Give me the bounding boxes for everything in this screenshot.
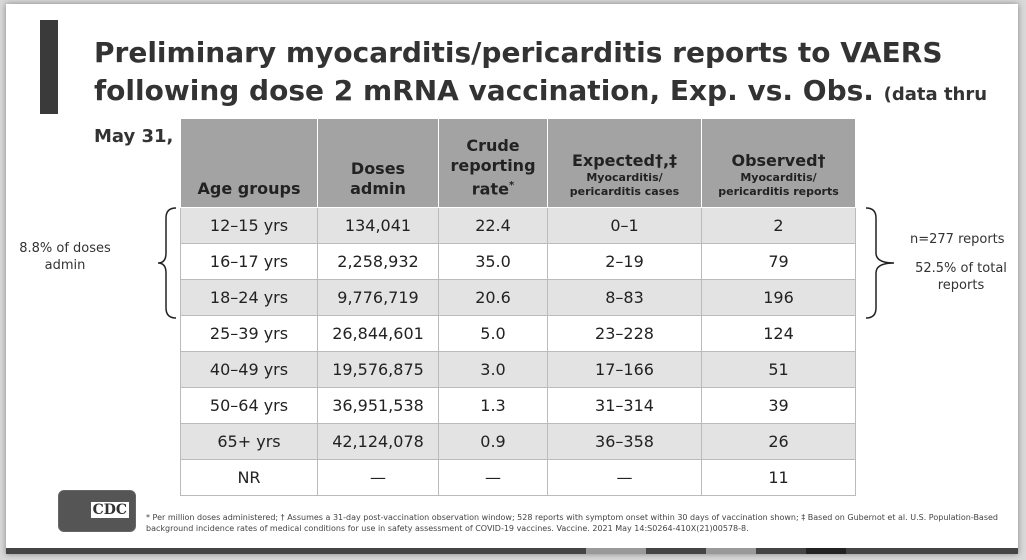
table-cell: 2–19 [547, 243, 702, 280]
right-brace [865, 207, 895, 319]
table-cell: NR [180, 459, 318, 496]
table-row: 18–24 yrs 9,776,719 20.6 8–83 196 [180, 279, 856, 316]
table-cell: 8–83 [547, 279, 702, 316]
table-cell: 3.0 [438, 351, 548, 388]
table-cell: 35.0 [438, 243, 548, 280]
table-cell: — [438, 459, 548, 496]
table-cell: 36–358 [547, 423, 702, 460]
table-cell: 26 [701, 423, 856, 460]
table-cell: 65+ yrs [180, 423, 318, 460]
left-note: 8.8% of doses admin [19, 241, 111, 273]
header-cell: Observed† Myocarditis/ pericarditis repor… [701, 118, 856, 208]
header-row: Age groups Doses admin Crude reporting rat… [180, 118, 856, 208]
table-cell: 39 [701, 387, 856, 424]
table-cell: 51 [701, 351, 856, 388]
bottom-strip [6, 548, 1018, 554]
header-title: Age groups [197, 179, 301, 198]
table-cell: 36,951,538 [317, 387, 439, 424]
logo-text: CDC [90, 502, 129, 518]
table-cell: 79 [701, 243, 856, 280]
table-row: 65+ yrs 42,124,078 0.9 36–358 26 [180, 423, 856, 460]
accent-bar [40, 20, 58, 114]
table-row: 50–64 yrs 36,951,538 1.3 31–314 39 [180, 387, 856, 424]
title-main: Preliminary myocarditis/pericarditis rep… [94, 36, 943, 107]
header-title: Doses admin [350, 159, 406, 198]
table-cell: 18–24 yrs [180, 279, 318, 316]
header-mark: * [508, 179, 515, 191]
table-cell: 1.3 [438, 387, 548, 424]
table-cell: 0.9 [438, 423, 548, 460]
cdc-logo: CDC [58, 490, 136, 532]
table-body: 12–15 yrs 134,041 22.4 0–1 2 16–17 yrs 2,258,9… [180, 207, 856, 496]
header-title: Observed† [731, 151, 826, 170]
header-title: Expected†,‡ [571, 151, 678, 170]
table-cell: 124 [701, 315, 856, 352]
table-cell: 22.4 [438, 207, 548, 244]
table-cell: 40–49 yrs [180, 351, 318, 388]
table-cell: 5.0 [438, 315, 548, 352]
header-sub: Myocarditis/ pericarditis reports [718, 171, 839, 198]
table-row: 40–49 yrs 19,576,875 3.0 17–166 51 [180, 351, 856, 388]
table-cell: 17–166 [547, 351, 702, 388]
header-cell: Expected†,‡ Myocarditis/ pericarditis cas… [547, 118, 702, 208]
table-cell: 12–15 yrs [180, 207, 318, 244]
header-title: Crude reporting rate [450, 135, 536, 198]
header-cell: Doses admin [317, 118, 439, 208]
table-cell: 9,776,719 [317, 279, 439, 316]
data-table: Age groups Doses admin Crude reporting rat… [180, 118, 856, 496]
table-cell: 2,258,932 [317, 243, 439, 280]
table-cell: 23–228 [547, 315, 702, 352]
table-cell: — [547, 459, 702, 496]
header-cell: Crude reporting rate* [438, 118, 548, 208]
header-cell: Age groups [180, 118, 318, 208]
table-cell: 11 [701, 459, 856, 496]
table-cell: 42,124,078 [317, 423, 439, 460]
table-cell: 134,041 [317, 207, 439, 244]
table-cell: 2 [701, 207, 856, 244]
table-cell: 16–17 yrs [180, 243, 318, 280]
table-cell: 31–314 [547, 387, 702, 424]
right-note-count: n=277 reports [910, 232, 1005, 247]
table-cell: 0–1 [547, 207, 702, 244]
slide: Preliminary myocarditis/pericarditis rep… [6, 4, 1018, 554]
table-cell: 26,844,601 [317, 315, 439, 352]
left-brace [157, 207, 177, 319]
table-cell: 196 [701, 279, 856, 316]
right-note-share: 52.5% of total reports [915, 261, 1007, 293]
table-row: NR — — —11 [180, 459, 856, 496]
table-cell: 20.6 [438, 279, 548, 316]
header-sub: Myocarditis/ pericarditis cases [569, 171, 680, 198]
table-cell: 50–64 yrs [180, 387, 318, 424]
table-cell: — [317, 459, 439, 496]
title: Preliminary myocarditis/pericarditis rep… [94, 34, 1004, 156]
table-row: 12–15 yrs 134,041 22.4 0–1 2 [180, 207, 856, 244]
table-cell: 19,576,875 [317, 351, 439, 388]
table-cell: 25–39 yrs [180, 315, 318, 352]
footnote: * Per million doses administered; † Assu… [146, 513, 998, 533]
table-row: 16–17 yrs 2,258,932 35.0 2–19 79 [180, 243, 856, 280]
table-row: 25–39 yrs 26,844,601 5.0 23–228 124 [180, 315, 856, 352]
